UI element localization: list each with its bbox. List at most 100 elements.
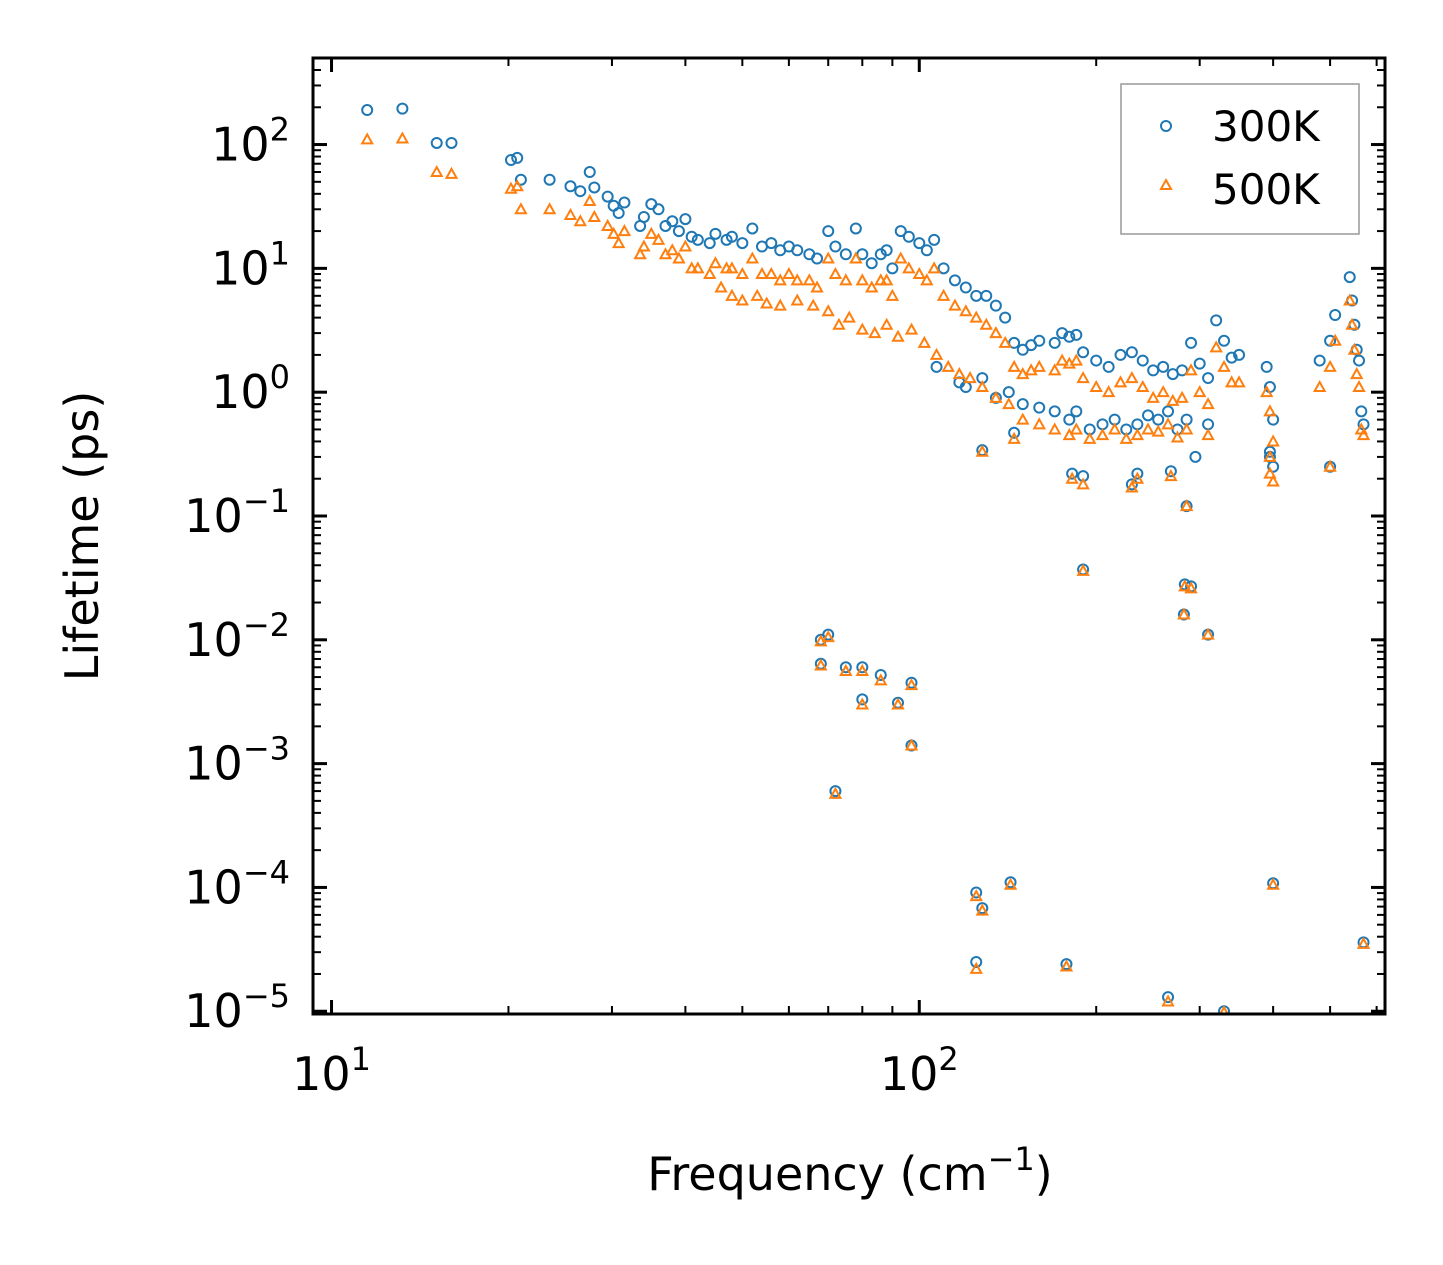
data-point-300k [1048,336,1061,349]
data-point-500k [1125,371,1139,384]
legend-box [1120,83,1360,235]
data-point-500k [1055,353,1069,366]
data-point-300k [865,257,878,270]
data-point-500k [583,193,597,206]
data-point-300k [1193,357,1206,370]
data-point-500k [573,214,587,227]
data-point-500k [725,261,739,274]
y-axis-label: Lifetime (ps) [55,391,109,682]
data-point-500k [1347,342,1362,355]
data-point-500k [806,298,820,311]
data-point-500k [750,288,764,301]
data-point-300k [1125,346,1138,359]
legend-marker-300k [1160,120,1172,132]
data-point-500k [703,266,717,280]
data-point-300k [880,244,893,257]
data-point-500k [1161,994,1175,1007]
data-point-300k [685,230,698,243]
data-point-500k [1345,317,1359,330]
data-point-500k [745,251,760,264]
data-point-500k [1166,393,1180,406]
data-point-300k [666,215,679,228]
data-point-500k [1083,431,1097,444]
data-point-500k [430,164,444,178]
legend-marker-500k [1159,177,1173,190]
data-point-500k [868,326,882,339]
data-point-300k [1125,478,1138,491]
data-point-500k [821,630,835,643]
data-point-500k [665,243,679,256]
data-point-300k [1225,351,1238,364]
data-point-300k [1033,401,1046,414]
data-point-500k [1170,430,1185,443]
data-point-300k [970,955,983,968]
data-point-500k [1209,340,1223,353]
data-point-500k [814,658,828,671]
data-point-300k [1008,336,1021,349]
data-point-500k [839,663,853,676]
data-point-500k [759,296,774,309]
data-point-500k [1164,469,1178,482]
data-point-500k [1095,428,1110,441]
data-point-500k [1263,449,1277,462]
data-point-300k [564,180,577,193]
data-point-500k [1328,333,1342,346]
data-point-500k [1048,363,1062,376]
data-point-500k [773,298,787,311]
data-point-500k [1219,1005,1229,1014]
data-point-500k [790,273,804,286]
data-point-500k [1259,385,1274,398]
legend: 300K 500K [1120,83,1360,235]
data-point-500k [1184,581,1198,594]
data-point-500k [1065,471,1079,484]
data-point-500k [963,371,977,384]
data-point-500k [821,304,835,317]
data-point-500k [644,226,658,239]
y-tick-label: 100 [211,358,290,419]
data-point-500k [998,335,1012,348]
data-point-500k [1076,371,1090,384]
data-point-300k [1313,354,1326,367]
data-point-500k [1343,293,1357,306]
data-point-500k [969,889,983,902]
x-axis-label: Frequency (cm−1) [647,1140,1052,1201]
data-point-300k [652,203,665,216]
data-point-300k [725,230,738,243]
data-point-500k [611,236,626,249]
data-point-300k [1077,346,1090,359]
data-point-300k [1355,405,1368,418]
data-point-300k [1063,330,1076,343]
legend-label-300k: 300K [1212,102,1321,151]
data-point-500k [1125,480,1139,493]
data-point-500k [1184,363,1198,376]
data-point-300k [396,102,409,115]
y-tick-label: 10−2 [184,606,290,667]
data-point-500k [1323,359,1337,372]
data-point-300k [1218,334,1231,347]
data-point-300k [1008,426,1021,439]
data-point-500k [600,218,615,231]
data-point-500k [1217,359,1231,372]
data-point-300k [574,185,587,198]
data-point-500k [1130,471,1145,484]
data-point-500k [1024,363,1038,376]
plot-frame [311,56,1387,1016]
data-point-500k [1059,959,1074,972]
data-point-500k [828,786,843,799]
data-point-500k [810,280,824,293]
data-point-500k [1136,379,1150,393]
data-point-500k [855,697,870,710]
data-point-300k [839,661,852,674]
data-point-500k [842,310,856,323]
data-point-300k [959,281,972,294]
data-point-500k [959,304,973,317]
data-point-500k [1175,390,1189,403]
data-point-500k [929,347,944,360]
data-point-300k [1063,413,1076,426]
data-point-500k [1193,385,1207,398]
data-point-300k [1048,405,1061,418]
data-point-500k [891,697,905,710]
data-point-500k [828,266,843,280]
data-point-500k [1232,375,1246,388]
data-point-500k [802,273,817,286]
